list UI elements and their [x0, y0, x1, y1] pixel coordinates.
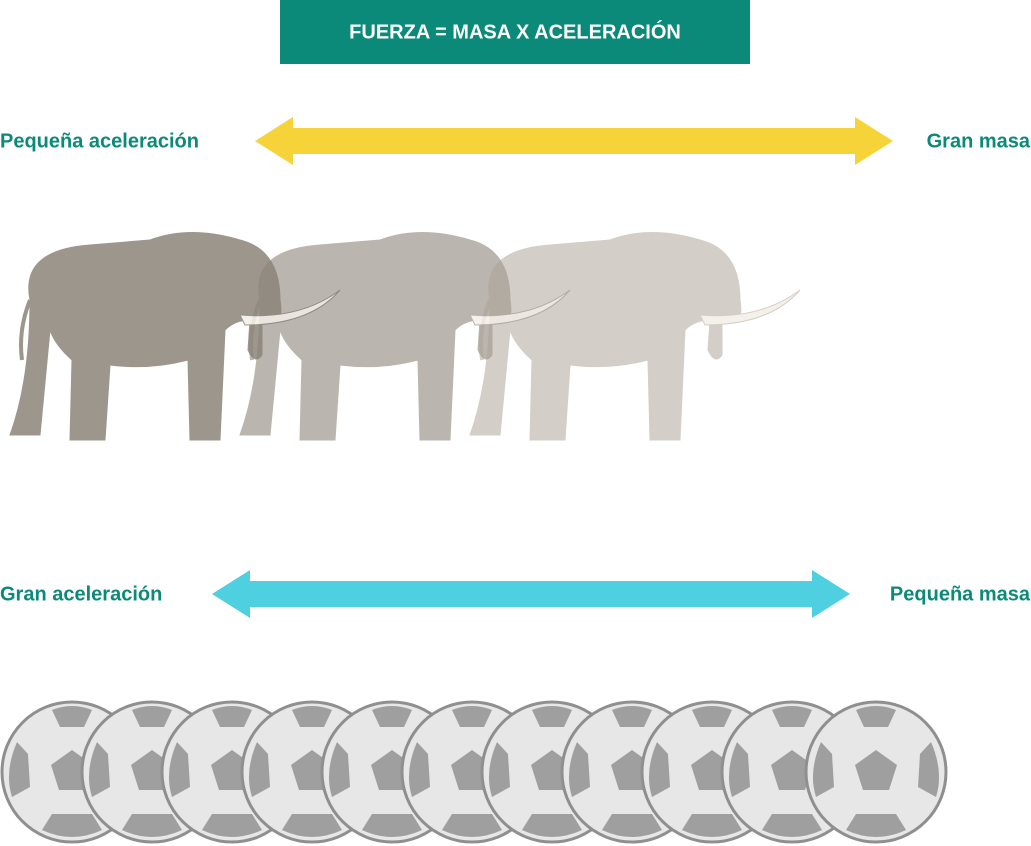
- balls: [0, 700, 948, 844]
- left-label: Gran aceleración: [0, 583, 162, 605]
- elephants: [8, 230, 802, 442]
- title: FUERZA = MASA X ACELERACIÓN: [349, 19, 681, 43]
- title-box: [280, 0, 750, 64]
- elephant: [468, 230, 802, 442]
- arrow-yellow: [255, 117, 893, 165]
- arrow-cyan: [212, 570, 850, 618]
- right-label: Gran masa: [927, 130, 1031, 152]
- left-label: Pequeña aceleración: [0, 130, 199, 152]
- ball: [804, 700, 948, 844]
- right-label: Pequeña masa: [890, 583, 1031, 605]
